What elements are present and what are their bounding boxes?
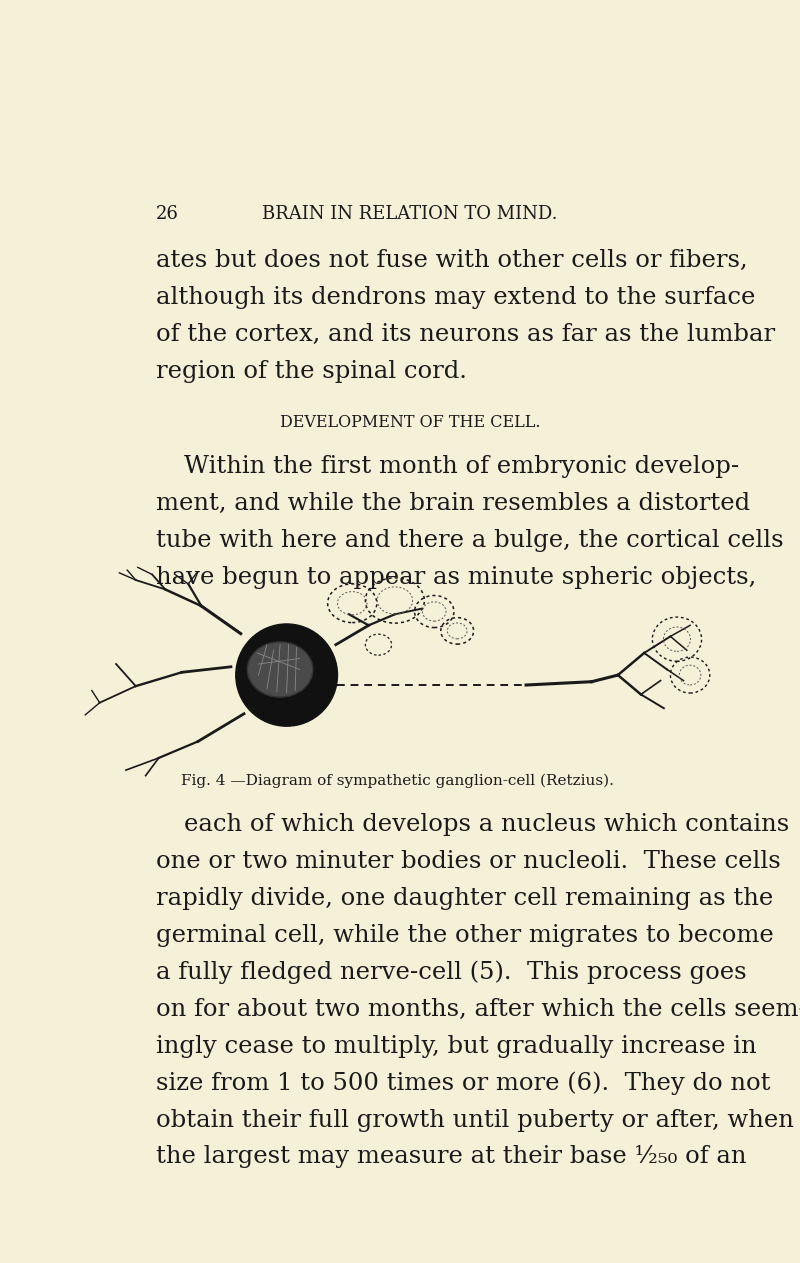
Text: ates but does not fuse with other cells or fibers,: ates but does not fuse with other cells …	[156, 249, 747, 272]
Text: rapidly divide, one daughter cell remaining as the: rapidly divide, one daughter cell remain…	[156, 887, 773, 909]
Text: region of the spinal cord.: region of the spinal cord.	[156, 360, 466, 383]
Text: germinal cell, while the other migrates to become: germinal cell, while the other migrates …	[156, 923, 774, 947]
Ellipse shape	[236, 624, 338, 726]
Text: 26: 26	[156, 205, 178, 224]
Text: a fully fledged nerve-cell (5).  This process goes: a fully fledged nerve-cell (5). This pro…	[156, 961, 746, 984]
Text: tube with here and there a bulge, the cortical cells: tube with here and there a bulge, the co…	[156, 529, 783, 552]
Text: each of which develops a nucleus which contains: each of which develops a nucleus which c…	[184, 813, 789, 836]
Ellipse shape	[247, 642, 313, 697]
Text: the largest may measure at their base ¹⁄₂₅₀ of an: the largest may measure at their base ¹⁄…	[156, 1146, 746, 1168]
Text: ment, and while the brain resembles a distorted: ment, and while the brain resembles a di…	[156, 493, 750, 515]
Text: DEVELOPMENT OF THE CELL.: DEVELOPMENT OF THE CELL.	[280, 414, 540, 431]
Text: BRAIN IN RELATION TO MIND.: BRAIN IN RELATION TO MIND.	[262, 205, 558, 224]
Text: one or two minuter bodies or nucleoli.  These cells: one or two minuter bodies or nucleoli. T…	[156, 850, 781, 873]
Text: although its dendrons may extend to the surface: although its dendrons may extend to the …	[156, 285, 755, 308]
Text: obtain their full growth until puberty or after, when: obtain their full growth until puberty o…	[156, 1109, 794, 1132]
Text: size from 1 to 500 times or more (6).  They do not: size from 1 to 500 times or more (6). Th…	[156, 1071, 770, 1095]
Text: on for about two months, after which the cells seem-: on for about two months, after which the…	[156, 998, 800, 1021]
Text: of the cortex, and its neurons as far as the lumbar: of the cortex, and its neurons as far as…	[156, 323, 775, 346]
Text: Fig. 4 —Diagram of sympathetic ganglion-cell (Retzius).: Fig. 4 —Diagram of sympathetic ganglion-…	[181, 774, 614, 788]
Text: have begun to appear as minute spheric objects,: have begun to appear as minute spheric o…	[156, 566, 756, 589]
Text: ingly cease to multiply, but gradually increase in: ingly cease to multiply, but gradually i…	[156, 1034, 757, 1057]
Text: Within the first month of embryonic develop-: Within the first month of embryonic deve…	[184, 455, 739, 477]
